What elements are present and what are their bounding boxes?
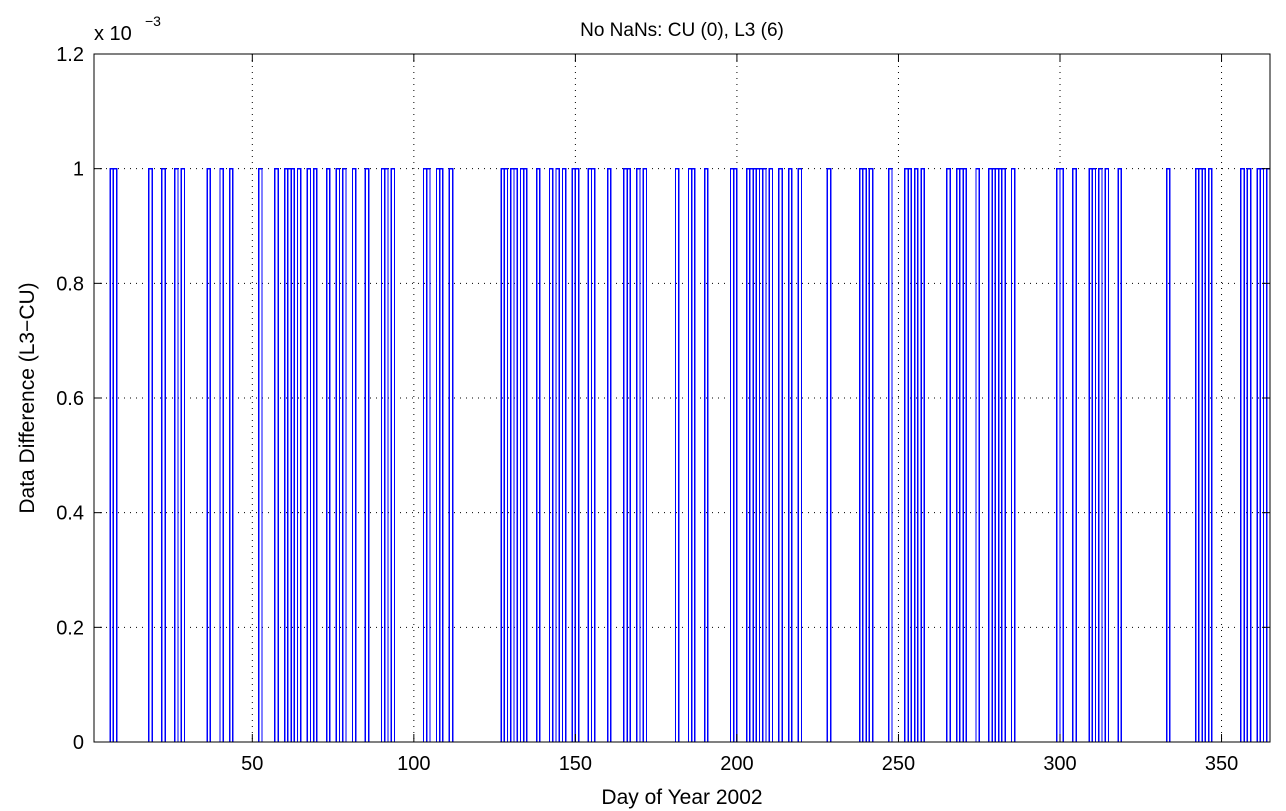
y-exponent-base: x 10 bbox=[94, 23, 132, 45]
y-tick-label: 0.2 bbox=[56, 617, 84, 639]
y-exponent-power: −3 bbox=[145, 13, 161, 29]
x-tick-label: 150 bbox=[559, 753, 592, 775]
y-axis: 0 0.2 0.4 0.6 0.8 1 1.2 bbox=[56, 44, 1270, 754]
y-axis-label: Data Difference (L3−CU) bbox=[16, 282, 39, 513]
x-tick-label: 300 bbox=[1043, 753, 1076, 775]
x-tick-label: 50 bbox=[241, 753, 263, 775]
y-tick-label: 0.8 bbox=[56, 273, 84, 295]
x-tick-label: 100 bbox=[397, 753, 430, 775]
y-tick-label: 0.4 bbox=[56, 503, 84, 525]
series-line bbox=[94, 167, 1271, 743]
y-tick-label: 1.2 bbox=[56, 44, 84, 66]
y-tick-label: 0.6 bbox=[56, 388, 84, 410]
x-axis-label: Day of Year 2002 bbox=[601, 786, 762, 809]
y-tick-label: 0 bbox=[73, 732, 84, 754]
y-tick-label: 1 bbox=[73, 159, 84, 181]
x-tick-label: 200 bbox=[720, 753, 753, 775]
x-tick-label: 350 bbox=[1205, 753, 1238, 775]
chart-title: No NaNs: CU (0), L3 (6) bbox=[580, 20, 784, 41]
x-axis: 50 100 150 200 250 300 350 bbox=[241, 54, 1238, 775]
x-tick-label: 250 bbox=[882, 753, 915, 775]
